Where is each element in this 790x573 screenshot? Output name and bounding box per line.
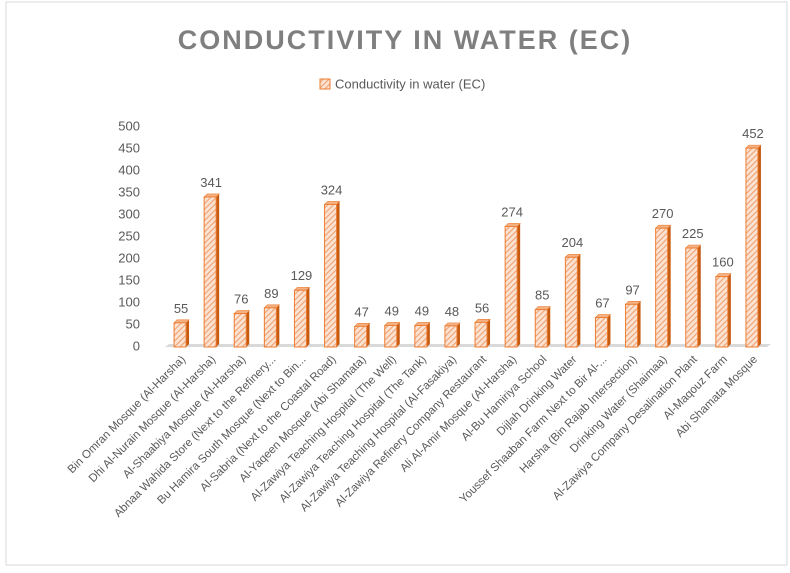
bar: [745, 147, 759, 348]
y-tick-label: 0: [133, 338, 140, 353]
data-label: 160: [712, 255, 734, 270]
bar-side: [757, 145, 761, 347]
data-label: 225: [682, 226, 704, 241]
bar-side: [276, 304, 280, 347]
bar: [233, 313, 247, 348]
y-tick-label: 400: [118, 162, 140, 177]
bar-side: [577, 254, 581, 347]
bar-side: [366, 323, 370, 347]
data-label: 67: [595, 296, 609, 311]
bar-side: [306, 287, 310, 347]
data-label: 56: [475, 300, 489, 315]
data-label: 274: [501, 204, 523, 219]
bar: [474, 321, 488, 348]
bar-side: [216, 193, 220, 347]
bar: [293, 289, 307, 348]
bar: [655, 227, 669, 348]
bar: [173, 322, 187, 348]
bar-side: [246, 310, 250, 347]
bar-side: [396, 322, 400, 347]
bar: [384, 324, 398, 348]
data-label: 452: [742, 126, 764, 141]
y-tick-label: 200: [118, 250, 140, 265]
data-label: 129: [291, 268, 313, 283]
y-tick-label: 500: [118, 118, 140, 133]
bar: [564, 256, 578, 348]
chart-title: CONDUCTIVITY IN WATER (EC): [178, 25, 633, 55]
y-tick-label: 250: [118, 228, 140, 243]
data-label: 89: [264, 286, 278, 301]
bar: [625, 303, 639, 348]
bar-side: [336, 201, 340, 347]
bar: [504, 225, 518, 348]
data-label: 76: [234, 292, 248, 307]
bar-side: [547, 306, 551, 347]
y-tick-label: 150: [118, 272, 140, 287]
bar: [444, 325, 458, 348]
bar: [263, 307, 277, 348]
y-tick-label: 50: [126, 316, 140, 331]
y-tick-label: 450: [118, 140, 140, 155]
data-label: 49: [415, 303, 429, 318]
legend-swatch: [319, 78, 331, 90]
bar-side: [456, 322, 460, 347]
floor: [165, 344, 771, 347]
bar: [414, 324, 428, 348]
bar-side: [186, 319, 190, 347]
data-label: 324: [321, 182, 343, 197]
bar-side: [487, 319, 491, 347]
legend-label: Conductivity in water (EC): [335, 76, 485, 91]
data-label: 49: [385, 303, 399, 318]
bar: [203, 196, 217, 348]
bar-side: [697, 245, 701, 347]
y-tick-label: 300: [118, 206, 140, 221]
bar: [715, 276, 729, 348]
data-label: 341: [200, 175, 222, 190]
data-label: 97: [625, 282, 639, 297]
bar: [354, 325, 368, 348]
bar: [685, 247, 699, 348]
bar-side: [667, 225, 671, 347]
data-label: 47: [354, 304, 368, 319]
data-label: 55: [174, 301, 188, 316]
data-label: 270: [652, 206, 674, 221]
bar-side: [637, 301, 641, 347]
bar-side: [607, 314, 611, 347]
y-tick-label: 350: [118, 184, 140, 199]
bar-side: [727, 273, 731, 347]
data-label: 48: [445, 304, 459, 319]
bar: [324, 203, 338, 348]
y-tick-label: 100: [118, 294, 140, 309]
bar-side: [517, 223, 521, 347]
bar: [594, 317, 608, 348]
data-label: 85: [535, 288, 549, 303]
data-label: 204: [561, 235, 583, 250]
bar-side: [426, 322, 430, 347]
bar: [534, 309, 548, 348]
